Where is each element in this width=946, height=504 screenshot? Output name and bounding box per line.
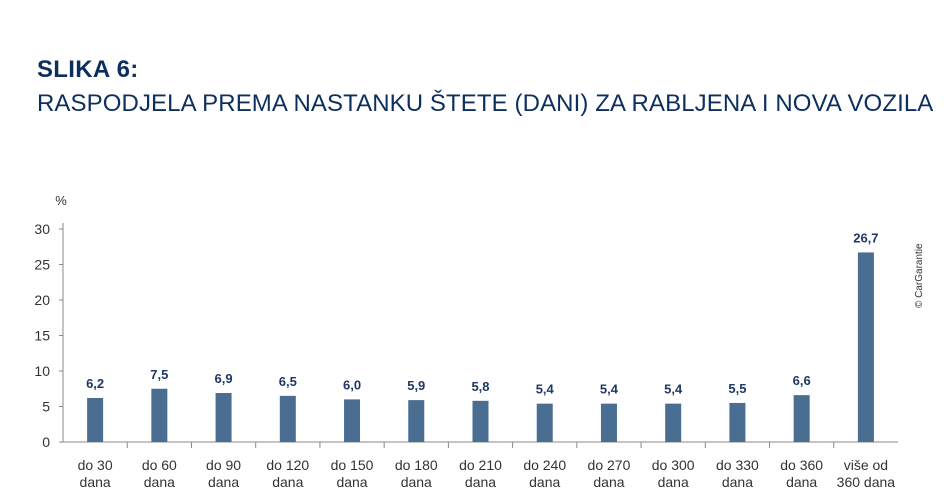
bar bbox=[472, 400, 489, 442]
data-label: 6,9 bbox=[215, 371, 233, 386]
y-tick-label: 0 bbox=[42, 434, 50, 450]
x-tick-label: do 120 bbox=[266, 457, 309, 473]
y-axis-label: % bbox=[55, 193, 67, 208]
y-tick-label: 20 bbox=[34, 292, 50, 308]
data-label: 5,9 bbox=[407, 378, 425, 393]
copyright-credit: © CarGarantie bbox=[914, 228, 928, 308]
x-tick-label: dana bbox=[80, 474, 111, 490]
x-tick-label: do 60 bbox=[142, 457, 177, 473]
credit-text: © CarGarantie bbox=[914, 243, 925, 308]
x-tick-label: 360 dana bbox=[837, 474, 896, 490]
data-label: 6,5 bbox=[279, 374, 297, 389]
x-tick-label: do 330 bbox=[716, 457, 759, 473]
x-tick-label: dana bbox=[529, 474, 560, 490]
y-tick-label: 15 bbox=[34, 328, 50, 344]
x-tick-label: dana bbox=[786, 474, 817, 490]
bar bbox=[279, 395, 296, 442]
bar bbox=[793, 395, 810, 442]
x-tick-label: do 30 bbox=[78, 457, 113, 473]
data-label: 7,5 bbox=[150, 367, 168, 382]
data-label: 5,4 bbox=[664, 382, 683, 397]
data-label: 5,5 bbox=[728, 381, 746, 396]
bar bbox=[665, 403, 682, 442]
x-tick-label: do 210 bbox=[459, 457, 502, 473]
data-label: 6,6 bbox=[793, 373, 811, 388]
x-tick-label: dana bbox=[401, 474, 432, 490]
x-tick-label: više od bbox=[844, 457, 888, 473]
bar bbox=[87, 397, 104, 442]
x-tick-label: dana bbox=[465, 474, 496, 490]
x-tick-label: dana bbox=[144, 474, 175, 490]
bar bbox=[408, 400, 425, 442]
y-tick-label: 30 bbox=[34, 221, 50, 237]
bar bbox=[536, 403, 553, 442]
x-tick-label: do 150 bbox=[331, 457, 374, 473]
y-tick-label: 25 bbox=[34, 257, 50, 273]
bar bbox=[344, 399, 361, 442]
data-label: 6,0 bbox=[343, 377, 361, 392]
data-label: 26,7 bbox=[853, 230, 878, 245]
data-label: 5,4 bbox=[536, 382, 555, 397]
bar bbox=[857, 252, 874, 442]
chart-data-labels: 6,2 7,5 6,9 6,5 6,0 5,9 5,8 5,4 5,4 5,4 5,5 6,6 26,7 bbox=[86, 230, 878, 396]
x-tick-label: do 270 bbox=[588, 457, 631, 473]
x-tick-label: do 360 bbox=[780, 457, 823, 473]
x-tick-label: do 90 bbox=[206, 457, 241, 473]
y-tick-label: 5 bbox=[42, 399, 50, 415]
chart-bars bbox=[87, 252, 874, 442]
x-tick-label: dana bbox=[722, 474, 753, 490]
data-label: 6,2 bbox=[86, 376, 104, 391]
x-tick-label: dana bbox=[658, 474, 689, 490]
x-tick-label: dana bbox=[208, 474, 239, 490]
y-tick-label: 10 bbox=[34, 363, 50, 379]
x-tick-label: dana bbox=[272, 474, 303, 490]
x-tick-label: do 180 bbox=[395, 457, 438, 473]
x-tick-label: dana bbox=[336, 474, 367, 490]
bar bbox=[729, 402, 746, 442]
chart-y-tick-labels: % 0 5 10 15 20 25 30 bbox=[34, 193, 67, 450]
data-label: 5,4 bbox=[600, 382, 619, 397]
x-tick-label: dana bbox=[593, 474, 624, 490]
x-tick-label: do 240 bbox=[523, 457, 566, 473]
x-tick-label: do 300 bbox=[652, 457, 695, 473]
bar bbox=[600, 403, 617, 442]
figure-title: RASPODJELA PREMA NASTANKU ŠTETE (DANI) Z… bbox=[37, 90, 934, 117]
data-label: 5,8 bbox=[471, 379, 489, 394]
bar bbox=[215, 393, 232, 442]
bar bbox=[151, 388, 168, 442]
figure-label: SLIKA 6: bbox=[37, 56, 139, 83]
